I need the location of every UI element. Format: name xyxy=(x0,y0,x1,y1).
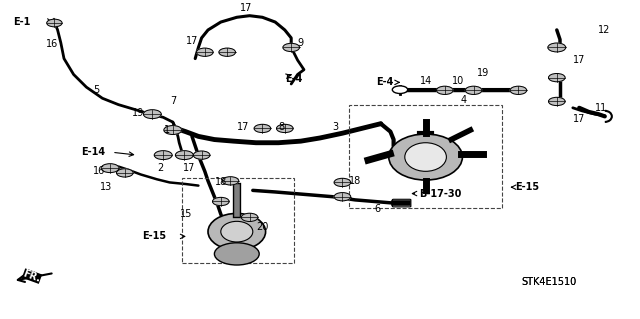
Ellipse shape xyxy=(221,221,253,242)
Text: E-4: E-4 xyxy=(376,78,394,87)
Text: 13: 13 xyxy=(100,182,112,192)
Text: 4: 4 xyxy=(461,95,467,105)
Text: 20: 20 xyxy=(256,222,269,232)
Circle shape xyxy=(254,124,271,133)
Text: 14: 14 xyxy=(419,76,432,86)
Circle shape xyxy=(334,193,351,201)
Text: 17: 17 xyxy=(573,55,585,65)
Circle shape xyxy=(510,86,527,94)
Circle shape xyxy=(392,86,408,93)
Text: 12: 12 xyxy=(598,25,611,35)
Circle shape xyxy=(548,43,566,52)
Bar xyxy=(182,178,294,263)
Circle shape xyxy=(241,213,258,221)
Circle shape xyxy=(175,151,193,160)
Circle shape xyxy=(116,169,133,177)
Text: 1: 1 xyxy=(163,125,170,135)
Text: STK4E1510: STK4E1510 xyxy=(522,278,577,287)
Circle shape xyxy=(548,97,565,106)
Ellipse shape xyxy=(404,143,447,171)
Text: 5: 5 xyxy=(93,85,99,95)
Bar xyxy=(349,105,502,208)
Text: 19: 19 xyxy=(132,108,144,118)
Circle shape xyxy=(154,151,172,160)
Text: E-14: E-14 xyxy=(81,147,106,157)
Text: FR.: FR. xyxy=(22,268,42,284)
Circle shape xyxy=(222,177,239,185)
Circle shape xyxy=(334,178,351,187)
Text: 17: 17 xyxy=(182,163,195,174)
Text: 10: 10 xyxy=(451,76,464,86)
Circle shape xyxy=(283,43,300,52)
Circle shape xyxy=(193,151,210,159)
Circle shape xyxy=(548,73,565,82)
Text: 17: 17 xyxy=(573,114,585,124)
Circle shape xyxy=(465,86,482,94)
Text: 3: 3 xyxy=(333,122,339,132)
Text: 16: 16 xyxy=(93,166,106,176)
Text: 7: 7 xyxy=(170,96,176,107)
Circle shape xyxy=(101,164,119,173)
Text: 18: 18 xyxy=(215,177,227,188)
Circle shape xyxy=(436,86,453,94)
Ellipse shape xyxy=(214,243,259,265)
Text: 17: 17 xyxy=(237,122,250,132)
Text: 17: 17 xyxy=(186,36,198,46)
Text: 15: 15 xyxy=(180,209,192,219)
Circle shape xyxy=(47,19,62,27)
Text: 9: 9 xyxy=(298,38,304,48)
Text: E-15: E-15 xyxy=(142,231,166,241)
Text: 17: 17 xyxy=(240,3,253,12)
Text: 2: 2 xyxy=(157,163,163,174)
Circle shape xyxy=(143,110,161,119)
Text: 18: 18 xyxy=(349,176,361,186)
Text: 16: 16 xyxy=(46,39,58,49)
Text: FR.: FR. xyxy=(22,268,42,284)
Ellipse shape xyxy=(208,213,266,250)
Circle shape xyxy=(276,124,293,133)
Text: 8: 8 xyxy=(278,122,285,132)
Text: 11: 11 xyxy=(595,103,607,113)
Ellipse shape xyxy=(389,134,463,180)
FancyBboxPatch shape xyxy=(392,199,411,207)
Text: E-15: E-15 xyxy=(515,182,540,192)
Circle shape xyxy=(212,197,229,206)
Text: E-4: E-4 xyxy=(285,74,302,84)
Circle shape xyxy=(164,126,182,135)
Text: B-17-30: B-17-30 xyxy=(419,189,461,198)
Text: 6: 6 xyxy=(374,204,381,214)
Circle shape xyxy=(219,48,236,56)
Text: E-1: E-1 xyxy=(13,17,31,27)
Circle shape xyxy=(196,48,213,56)
Text: 19: 19 xyxy=(477,68,489,78)
Text: STK4E1510: STK4E1510 xyxy=(522,278,577,287)
